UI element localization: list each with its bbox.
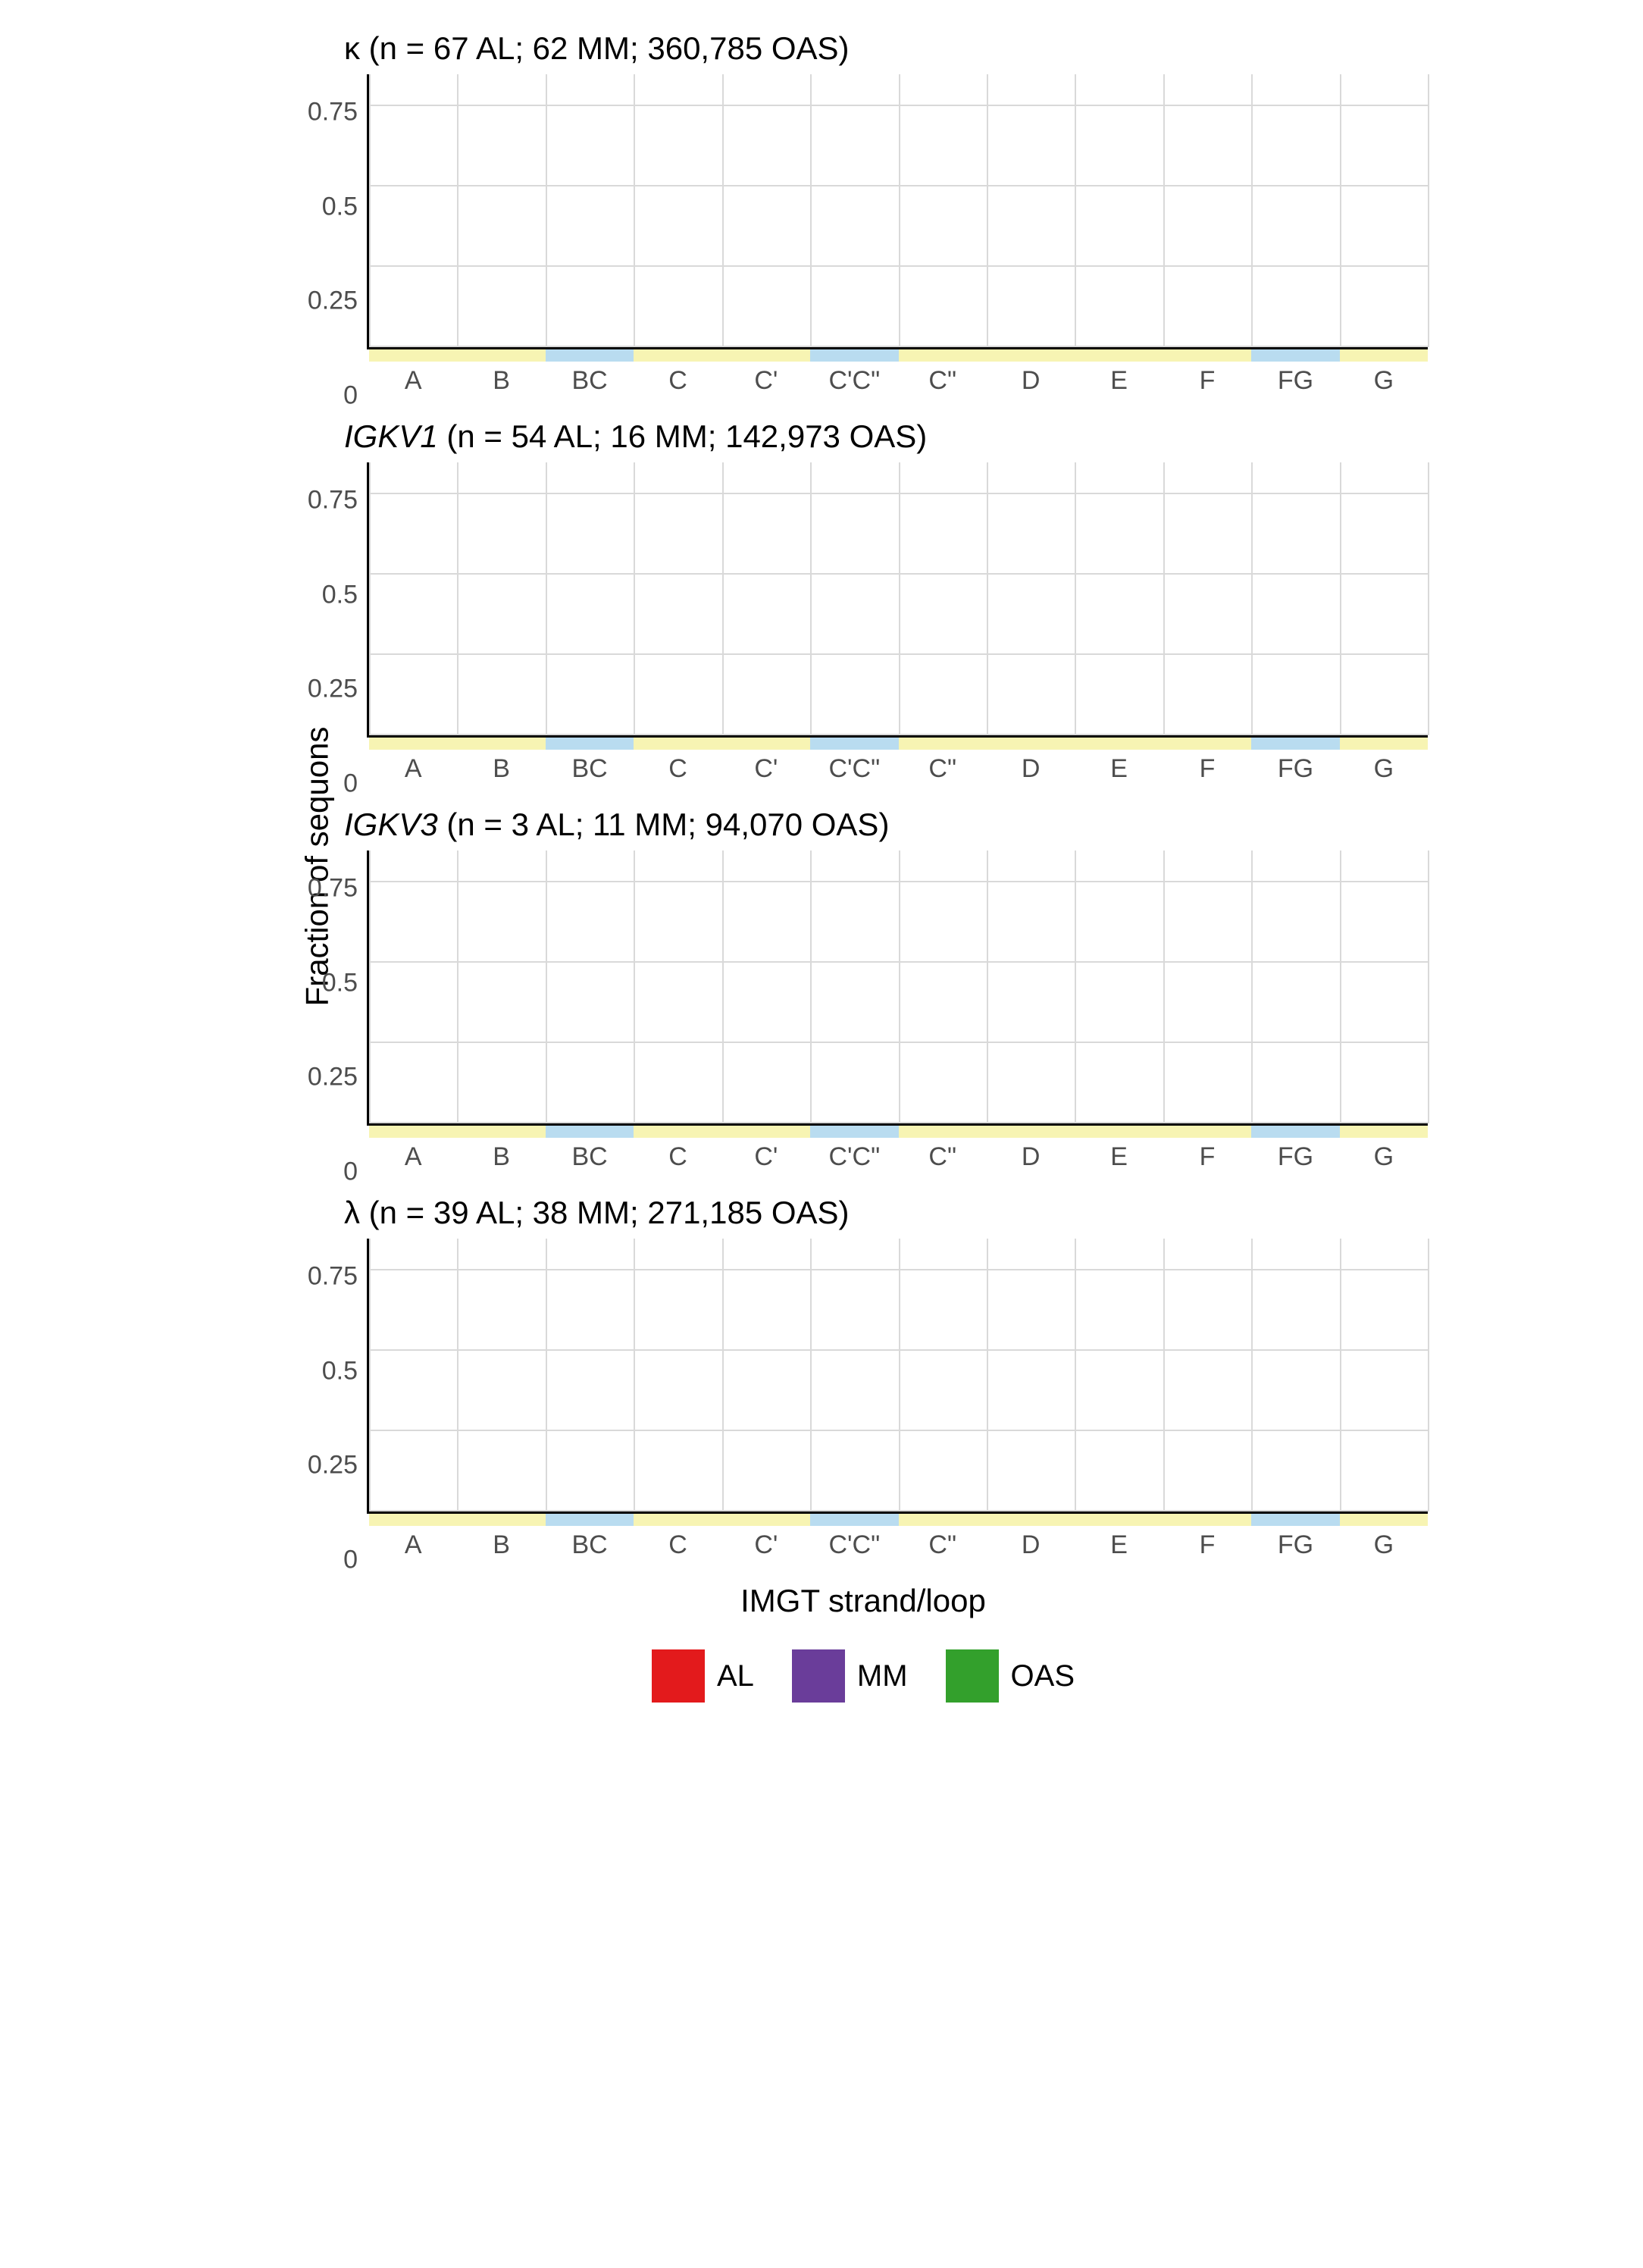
category-group — [369, 1239, 581, 1511]
category-group — [793, 850, 1004, 1123]
axis-strip — [367, 738, 1428, 750]
chart-panel: λ (n = 39 AL; 38 MM; 271,185 OAS) 00.250.… — [299, 1195, 1428, 1560]
panel-title: IGKV3 (n = 3 AL; 11 MM; 94,070 OAS) — [344, 807, 1428, 843]
chart-panel: IGKV1 (n = 54 AL; 16 MM; 142,973 OAS) 00.… — [299, 418, 1428, 784]
figure: Fraction of sequons κ (n = 67 AL; 62 MM;… — [215, 30, 1428, 1703]
x-tick-labels: ABBCCC'C'C"C"DEFFGG — [367, 1526, 1428, 1560]
plot-area — [367, 74, 1428, 349]
category-group — [1639, 462, 1643, 735]
category-group — [1216, 462, 1428, 735]
category-group — [581, 1239, 792, 1511]
category-group — [369, 850, 581, 1123]
chart-panel: IGKV3 (n = 3 AL; 11 MM; 94,070 OAS) 00.25… — [299, 807, 1428, 1172]
category-group — [1428, 462, 1639, 735]
plot-area — [367, 850, 1428, 1126]
category-group — [1216, 850, 1428, 1123]
plot-area — [367, 462, 1428, 738]
y-tick-labels: 00.250.50.75 — [299, 1239, 367, 1560]
category-group — [1639, 74, 1643, 347]
axis-strip — [367, 349, 1428, 362]
legend-swatch — [652, 1649, 705, 1703]
category-group — [1216, 1239, 1428, 1511]
x-tick-labels: ABBCCC'C'C"C"DEFFGG — [367, 362, 1428, 396]
y-tick-labels: 00.250.50.75 — [299, 850, 367, 1172]
category-group — [581, 74, 792, 347]
y-tick-labels: 00.250.50.75 — [299, 462, 367, 784]
legend-swatch — [946, 1649, 999, 1703]
legend-item-al: AL — [652, 1649, 754, 1703]
category-group — [1004, 850, 1216, 1123]
category-group — [1004, 1239, 1216, 1511]
legend-label: AL — [717, 1659, 754, 1693]
x-tick-labels: ABBCCC'C'C"C"DEFFGG — [367, 1138, 1428, 1172]
category-group — [793, 74, 1004, 347]
x-tick-labels: ABBCCC'C'C"C"DEFFGG — [367, 750, 1428, 784]
category-group — [1639, 850, 1643, 1123]
panel-title: IGKV1 (n = 54 AL; 16 MM; 142,973 OAS) — [344, 418, 1428, 455]
category-group — [1428, 1239, 1639, 1511]
category-group — [369, 462, 581, 735]
legend-label: OAS — [1011, 1659, 1075, 1693]
legend-swatch — [792, 1649, 845, 1703]
legend-item-oas: OAS — [946, 1649, 1075, 1703]
panel-title: λ (n = 39 AL; 38 MM; 271,185 OAS) — [344, 1195, 1428, 1231]
chart-panel: κ (n = 67 AL; 62 MM; 360,785 OAS) 00.250.… — [299, 30, 1428, 396]
panel-title: κ (n = 67 AL; 62 MM; 360,785 OAS) — [344, 30, 1428, 67]
plot-area — [367, 1239, 1428, 1514]
legend-label: MM — [857, 1659, 908, 1693]
category-group — [793, 1239, 1004, 1511]
y-tick-labels: 00.250.50.75 — [299, 74, 367, 396]
category-group — [1004, 462, 1216, 735]
panels-container: κ (n = 67 AL; 62 MM; 360,785 OAS) 00.250.… — [299, 30, 1428, 1560]
category-group — [793, 462, 1004, 735]
x-axis-title: IMGT strand/loop — [299, 1583, 1428, 1619]
axis-strip — [367, 1126, 1428, 1138]
category-group — [1216, 74, 1428, 347]
category-group — [581, 850, 792, 1123]
category-group — [1004, 74, 1216, 347]
category-group — [369, 74, 581, 347]
legend-item-mm: MM — [792, 1649, 908, 1703]
legend: AL MM OAS — [299, 1649, 1428, 1703]
category-group — [1639, 1239, 1643, 1511]
category-group — [581, 462, 792, 735]
category-group — [1428, 850, 1639, 1123]
axis-strip — [367, 1514, 1428, 1526]
category-group — [1428, 74, 1639, 347]
